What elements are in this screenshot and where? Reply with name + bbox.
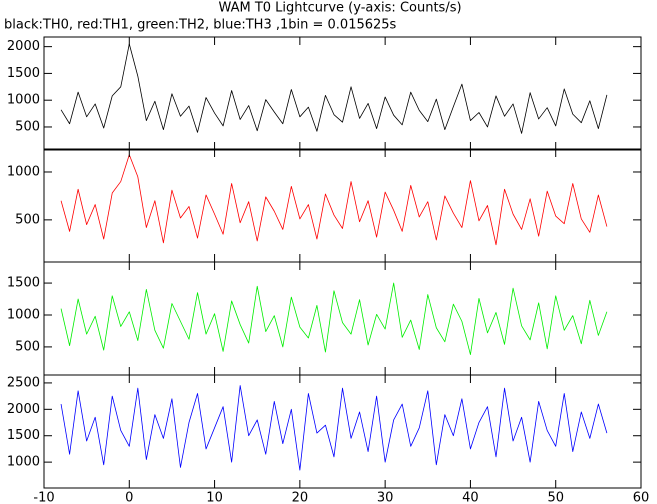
x-tick-label: -10 [33,491,54,504]
data-line [60,43,608,134]
y-tick-label: 2500 [7,375,40,390]
y-tick-label: 1500 [7,276,40,291]
y-tick-label: 1000 [7,307,40,322]
y-tick-label: 2000 [7,39,40,54]
x-tick-label: 10 [206,491,223,504]
y-tick-label: 500 [15,212,40,227]
y-tick-label: 1000 [7,455,40,470]
data-line [60,282,608,355]
panel-frame [43,261,642,376]
panel-frame [43,36,642,151]
data-line [60,154,608,246]
y-tick-label: 500 [15,339,40,354]
x-tick-label: 30 [377,491,394,504]
y-tick-label: 1000 [7,164,40,179]
x-tick-label: 60 [633,491,650,504]
y-tick-label: 2000 [7,402,40,417]
x-tick-label: 40 [462,491,479,504]
y-tick-label: 1500 [7,428,40,443]
chart-subtitle: black:TH0, red:TH1, green:TH2, blue:TH3 … [4,18,397,33]
x-tick-label: 0 [125,491,133,504]
y-tick-label: 1500 [7,66,40,81]
y-tick-label: 500 [15,119,40,134]
panel-frame [43,374,642,489]
x-tick-label: 20 [292,491,309,504]
chart-title: WAM T0 Lightcurve (y-axis: Counts/s) [218,1,461,16]
x-tick-label: 50 [547,491,564,504]
y-tick-label: 1000 [7,93,40,108]
data-line [60,385,608,471]
